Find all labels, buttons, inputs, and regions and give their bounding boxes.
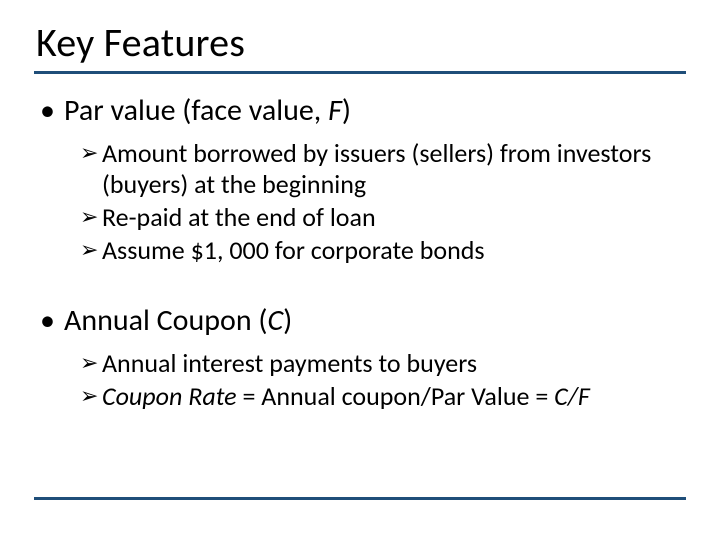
- divider-top: [34, 71, 686, 74]
- text-seg: ): [283, 302, 292, 339]
- bullet-dot-icon: •: [40, 302, 64, 340]
- text-italic: C/F: [554, 380, 590, 412]
- text-italic: Coupon Rate: [102, 380, 237, 412]
- bullet-par-value-text: Par value (face value, F): [64, 92, 686, 130]
- slide-title: Key Features: [36, 18, 686, 67]
- sub-bullet-text: Coupon Rate = Annual coupon/Par Value = …: [102, 381, 686, 412]
- slide: Key Features • Par value (face value, F)…: [0, 0, 720, 540]
- bullet-annual-coupon-text: Annual Coupon (C): [64, 302, 686, 340]
- divider-bottom: [34, 497, 686, 500]
- arrow-icon: ➢: [80, 348, 102, 378]
- text-seg: Annual Coupon (: [64, 302, 267, 339]
- bullet-dot-icon: •: [40, 92, 64, 130]
- sub-bullet: ➢ Amount borrowed by issuers (sellers) f…: [80, 138, 686, 200]
- sub-bullet: ➢ Re-paid at the end of loan: [80, 202, 686, 233]
- arrow-icon: ➢: [80, 235, 102, 265]
- text-seg: Par value (face value,: [64, 92, 328, 129]
- slide-body: • Par value (face value, F) ➢ Amount bor…: [34, 92, 686, 412]
- text-seg: ): [342, 92, 351, 129]
- sub-bullet-text: Annual interest payments to buyers: [102, 348, 686, 379]
- text-italic: C: [267, 302, 283, 339]
- text-seg: = Annual coupon/Par Value =: [237, 380, 555, 412]
- arrow-icon: ➢: [80, 138, 102, 168]
- sub-bullet: ➢ Annual interest payments to buyers: [80, 348, 686, 379]
- sub-bullet: ➢ Assume $1, 000 for corporate bonds: [80, 235, 686, 266]
- sub-bullet-text: Re-paid at the end of loan: [102, 202, 686, 233]
- sub-bullet-text: Amount borrowed by issuers (sellers) fro…: [102, 138, 686, 200]
- bullet-annual-coupon: • Annual Coupon (C): [40, 302, 686, 340]
- arrow-icon: ➢: [80, 202, 102, 232]
- bullet-par-value: • Par value (face value, F): [40, 92, 686, 130]
- text-italic: F: [328, 92, 342, 129]
- sub-bullet-text: Assume $1, 000 for corporate bonds: [102, 235, 686, 266]
- spacer: [40, 268, 686, 296]
- arrow-icon: ➢: [80, 381, 102, 411]
- sub-bullet: ➢ Coupon Rate = Annual coupon/Par Value …: [80, 381, 686, 412]
